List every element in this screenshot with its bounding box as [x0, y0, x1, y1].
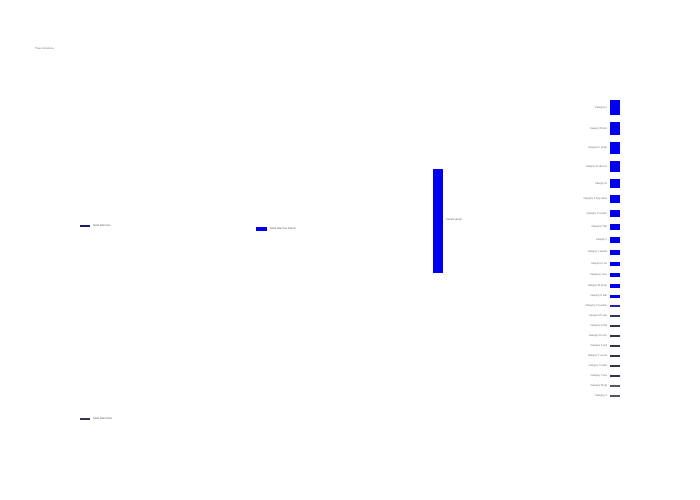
- right-node-21-label: Category U value: [588, 363, 607, 367]
- right-node-9-bar[interactable]: [610, 237, 620, 243]
- right-node-15-bar[interactable]: [610, 304, 620, 307]
- right-node-20-bar[interactable]: [610, 354, 620, 357]
- right-node-6-bar[interactable]: [610, 195, 620, 203]
- right-node-6-label: Category F long name: [583, 197, 607, 200]
- right-node-23-label: Category W tag: [590, 383, 607, 387]
- right-node-4-label: Category D element: [585, 164, 607, 168]
- right-node-18-bar[interactable]: [610, 334, 620, 337]
- right-node-1-label: Category A: [595, 105, 607, 109]
- left-node-1-label: Node label one: [93, 224, 111, 227]
- right-node-9-label: Category I: [595, 237, 607, 241]
- left-node-3-label: Node label three: [93, 417, 113, 420]
- right-node-11-bar[interactable]: [610, 261, 620, 266]
- right-node-8-bar[interactable]: [610, 224, 620, 230]
- left-node-2-bar[interactable]: [256, 227, 267, 231]
- right-node-19-label: Category S unit: [590, 343, 607, 347]
- right-node-19-bar[interactable]: [610, 344, 620, 347]
- right-node-7-bar[interactable]: [610, 210, 620, 217]
- right-node-24-label: Category X: [595, 393, 607, 397]
- right-node-12-bar[interactable]: [610, 273, 620, 277]
- right-node-8-label: Category H list: [591, 225, 607, 228]
- left-node-2-label: Node label two branch: [270, 227, 296, 230]
- diagram-title: Tree structure: [35, 46, 54, 50]
- right-node-22-label: Category V key: [590, 373, 607, 377]
- right-node-1-bar[interactable]: [610, 100, 620, 115]
- right-node-5-bar[interactable]: [610, 179, 620, 188]
- right-node-16-bar[interactable]: [610, 314, 620, 317]
- right-node-14-label: Category N part: [590, 294, 607, 297]
- center-node-bar[interactable]: [433, 169, 443, 273]
- right-node-4-bar[interactable]: [610, 161, 620, 172]
- right-node-7-label: Category G section: [586, 211, 607, 215]
- right-node-22-bar[interactable]: [610, 374, 620, 377]
- right-node-21-bar[interactable]: [610, 364, 620, 367]
- right-node-13-bar[interactable]: [610, 284, 620, 288]
- right-node-17-label: Category Q leaf: [590, 323, 607, 327]
- right-node-24-bar[interactable]: [610, 394, 620, 397]
- right-node-13-label: Category M group: [587, 283, 607, 287]
- left-node-1-bar[interactable]: [80, 225, 90, 227]
- right-node-16-label: Category P node: [589, 313, 607, 317]
- right-node-23-bar[interactable]: [610, 384, 620, 387]
- right-node-14-bar[interactable]: [610, 294, 620, 298]
- right-node-3-label: Category C group: [588, 146, 607, 149]
- right-node-5-label: Category E: [595, 181, 607, 185]
- right-node-20-label: Category T record: [587, 353, 607, 357]
- left-node-3-bar[interactable]: [80, 418, 90, 420]
- right-node-12-label: Category L item: [590, 273, 607, 276]
- right-node-10-bar[interactable]: [610, 249, 620, 255]
- right-node-2-label: Category B item: [589, 126, 607, 130]
- right-node-17-bar[interactable]: [610, 324, 620, 327]
- right-node-15-label: Category O member: [585, 303, 607, 307]
- right-node-10-label: Category J variant: [587, 250, 607, 253]
- right-node-18-label: Category R entry: [588, 333, 607, 337]
- right-node-11-label: Category K set: [591, 261, 607, 265]
- right-node-3-bar[interactable]: [610, 142, 620, 154]
- center-node-label: Central group: [446, 218, 462, 221]
- right-node-2-bar[interactable]: [610, 122, 620, 135]
